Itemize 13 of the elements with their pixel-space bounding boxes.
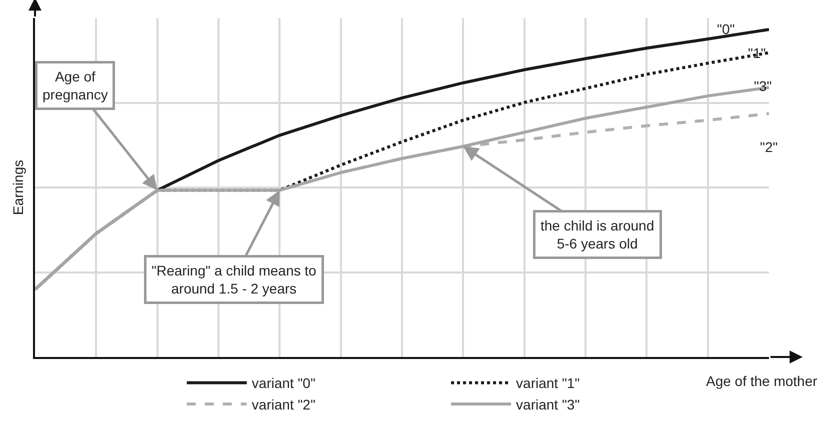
legend-label: variant "3" [516, 396, 580, 412]
legend-label: variant "0" [252, 375, 316, 392]
annotation: "0" [717, 21, 735, 37]
legend-label: variant "1" [516, 375, 580, 392]
legend-label: variant "2" [252, 396, 316, 412]
annotation: the child is around 5-6 years old [540, 218, 654, 252]
annotation: "2" [760, 139, 778, 155]
annotation: "1" [748, 45, 766, 61]
annotation: "Rearing" a child means to around 1.5 - 2 years [152, 262, 317, 297]
y-axis-title: Earnings [10, 160, 26, 216]
annotation: Age of pregnancy [42, 68, 108, 103]
x-axis-title: Age of the mother [706, 373, 818, 389]
annotation: "3" [754, 78, 772, 94]
